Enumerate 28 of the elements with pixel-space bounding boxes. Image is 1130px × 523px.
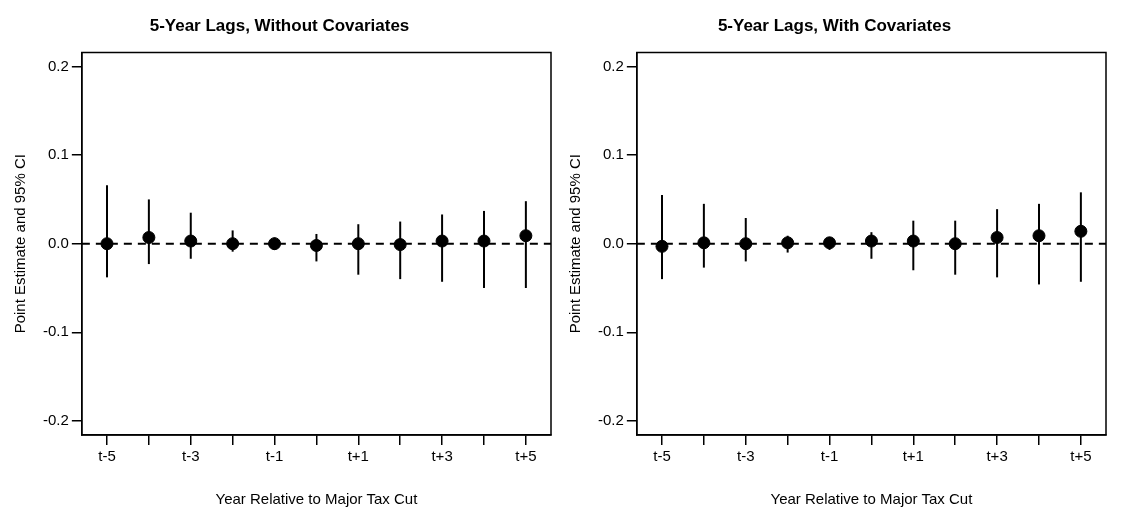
x-tick-label: t+5 bbox=[1070, 447, 1092, 465]
y-tick-label: -0.1 bbox=[42, 322, 69, 340]
y-axis-title: Point Estimate and 95% CI bbox=[11, 154, 29, 334]
x-axis-title: Year Relative to Major Tax Cut bbox=[770, 490, 974, 508]
y-tick-label: 0.1 bbox=[47, 145, 69, 163]
y-tick-label: 0.2 bbox=[602, 56, 624, 74]
x-tick-label: t+1 bbox=[347, 447, 369, 465]
y-axis-title: Point Estimate and 95% CI bbox=[566, 154, 584, 334]
y-tick-label: -0.2 bbox=[42, 410, 69, 428]
y-tick-label: 0.0 bbox=[47, 233, 69, 251]
x-tick-label: t+5 bbox=[515, 447, 537, 465]
x-tick-label: t-5 bbox=[98, 447, 116, 465]
y-tick-label: -0.1 bbox=[597, 322, 624, 340]
chart-title: 5-Year Lags, With Covariates bbox=[717, 15, 952, 35]
x-tick-label: t+3 bbox=[431, 447, 453, 465]
y-tick-label: 0.0 bbox=[602, 233, 624, 251]
y-tick-label: 0.1 bbox=[602, 145, 624, 163]
x-tick-label: t+1 bbox=[902, 447, 924, 465]
chart-title: 5-Year Lags, Without Covariates bbox=[149, 15, 410, 35]
y-tick-label: 0.2 bbox=[47, 56, 69, 74]
x-tick-label: t-3 bbox=[182, 447, 200, 465]
y-tick-label: -0.2 bbox=[597, 410, 624, 428]
x-tick-label: t-5 bbox=[653, 447, 671, 465]
x-tick-label: t-1 bbox=[265, 447, 284, 465]
x-tick-label: t-3 bbox=[737, 447, 755, 465]
x-tick-label: t+3 bbox=[986, 447, 1008, 465]
x-axis-title: Year Relative to Major Tax Cut bbox=[215, 490, 419, 508]
x-tick-label: t-1 bbox=[820, 447, 839, 465]
